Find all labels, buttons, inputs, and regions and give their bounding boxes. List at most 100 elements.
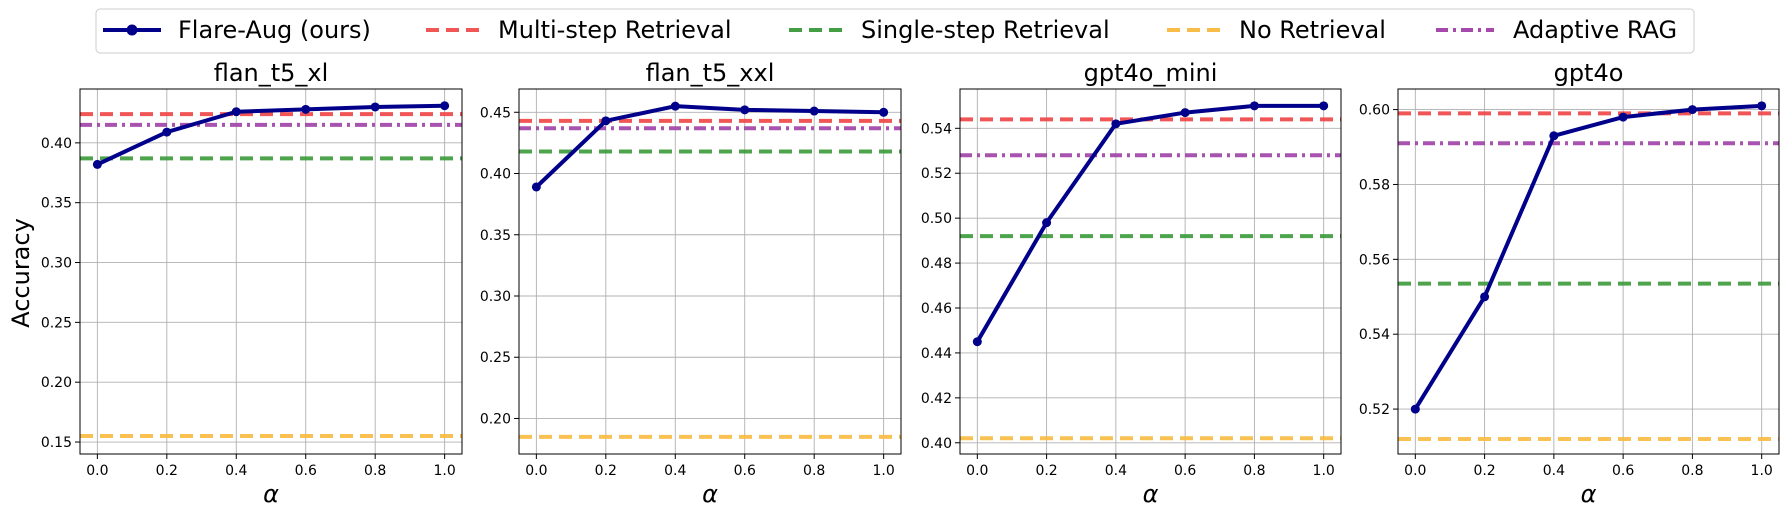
y-tick-label: 0.45: [480, 105, 511, 121]
y-tick-label: 0.60: [1359, 103, 1390, 119]
x-tick-label: 0.6: [734, 463, 756, 479]
x-tick-label: 0.6: [1174, 463, 1196, 479]
data-point-flare-aug-ours: [531, 182, 541, 192]
y-tick-label: 0.44: [921, 346, 952, 362]
x-tick-label: 0.8: [364, 463, 386, 479]
x-tick-label: 0.0: [525, 463, 547, 479]
x-axis-label: α: [263, 480, 279, 508]
data-point-flare-aug-ours: [1687, 105, 1697, 115]
x-tick-label: 0.4: [664, 463, 686, 479]
legend-label-multi-step: Multi-step Retrieval: [498, 16, 732, 44]
legend-label-adaptive-rag: Adaptive RAG: [1513, 16, 1677, 44]
series-line-flare-aug-ours: [96, 103, 445, 167]
y-tick-label: 0.35: [41, 196, 72, 212]
panel-gpt4o: 0.52 0.54 0.56 0.58 0.60 0.0 0.2 0.4 0.6 0.8 1.0 gp…: [1359, 59, 1780, 508]
y-tick-label: 0.54: [1359, 327, 1390, 343]
x-tick-label: 0.6: [295, 463, 317, 479]
x-tick-label: 0.2: [156, 463, 178, 479]
x-tick-label: 0.2: [1473, 463, 1495, 479]
y-tick-label: 0.42: [921, 391, 952, 407]
y-tick-label: 0.52: [921, 166, 952, 182]
y-tick-label: 0.30: [480, 289, 511, 305]
data-point-flare-aug-ours: [972, 337, 982, 347]
y-tick-label: 0.56: [1359, 252, 1390, 268]
legend-label-no-retrieval: No Retrieval: [1239, 16, 1386, 44]
data-point-flare-aug-ours: [1319, 101, 1329, 111]
data-point-flare-aug-ours: [879, 107, 889, 117]
x-tick-label: 0.0: [1404, 463, 1426, 479]
data-point-flare-aug-ours: [301, 104, 311, 114]
data-point-flare-aug-ours: [1249, 101, 1259, 111]
y-tick-label: 0.46: [921, 301, 952, 317]
data-point-flare-aug-ours: [1757, 101, 1767, 111]
panel-gpt4o-mini: 0.40 0.42 0.44 0.46 0.48 0.50 0.52 0.54 0.0 0.2 0.…: [921, 59, 1342, 508]
y-tick-label: 0.35: [480, 228, 511, 244]
x-tick-label: 0.4: [1543, 463, 1565, 479]
plot-area: [519, 101, 901, 439]
panel-frame: [518, 88, 902, 455]
plot-area: [960, 101, 1341, 441]
y-tick-label: 0.20: [480, 411, 511, 427]
x-tick-label: 0.8: [1681, 463, 1703, 479]
series-line-flare-aug-ours: [1413, 103, 1762, 411]
data-point-flare-aug-ours: [809, 106, 819, 116]
panel-frame: [79, 88, 463, 455]
data-point-flare-aug-ours: [1042, 218, 1052, 228]
y-tick-label: 0.40: [480, 167, 511, 183]
y-tick-label: 0.40: [41, 136, 72, 152]
data-point-flare-aug-ours: [231, 107, 241, 117]
x-tick-label: 0.4: [225, 463, 247, 479]
data-point-flare-aug-ours: [92, 159, 102, 169]
panel-flan-t5-xl: 0.15 0.20 0.25 0.30 0.35 0.40 0.0 0.2 0.4 0.6 0.8 1…: [41, 59, 463, 508]
panel-title: flan_t5_xxl: [646, 59, 775, 87]
x-axis-label: α: [1581, 480, 1597, 508]
series-line-flare-aug-ours: [534, 104, 884, 189]
data-point-flare-aug-ours: [1111, 119, 1121, 129]
y-tick-label: 0.15: [41, 435, 72, 451]
data-point-flare-aug-ours: [440, 101, 450, 111]
x-tick-label: 1.0: [873, 463, 895, 479]
panel-frame: [959, 88, 1342, 455]
x-tick-label: 0.2: [595, 463, 617, 479]
data-point-flare-aug-ours: [370, 102, 380, 112]
y-tick-label: 0.30: [41, 256, 72, 272]
x-tick-label: 1.0: [434, 463, 456, 479]
data-point-flare-aug-ours: [1410, 404, 1420, 414]
y-tick-label: 0.48: [921, 256, 952, 272]
y-tick-label: 0.58: [1359, 177, 1390, 193]
data-point-flare-aug-ours: [740, 105, 750, 115]
x-tick-label: 0.0: [966, 463, 988, 479]
panel-title: gpt4o_mini: [1084, 59, 1218, 87]
x-tick-label: 0.6: [1612, 463, 1634, 479]
x-axis-label: α: [702, 480, 718, 508]
plot-area: [1398, 101, 1779, 442]
panel-title: flan_t5_xl: [214, 59, 329, 87]
y-tick-label: 0.52: [1359, 402, 1390, 418]
x-tick-label: 0.8: [1243, 463, 1265, 479]
x-tick-label: 0.2: [1035, 463, 1057, 479]
legend-marker-flare-aug: [126, 24, 138, 36]
y-tick-label: 0.50: [921, 211, 952, 227]
y-tick-label: 0.40: [921, 436, 952, 452]
x-tick-label: 0.4: [1105, 463, 1127, 479]
series-line-flare-aug-ours: [975, 103, 1324, 343]
x-tick-label: 1.0: [1313, 463, 1335, 479]
data-point-flare-aug-ours: [1180, 108, 1190, 118]
legend-label-flare-aug: Flare-Aug (ours): [178, 16, 371, 44]
x-tick-label: 0.8: [803, 463, 825, 479]
y-tick-label: 0.25: [480, 350, 511, 366]
data-point-flare-aug-ours: [162, 127, 172, 137]
y-tick-label: 0.54: [921, 121, 952, 137]
plot-area: [80, 101, 462, 439]
legend: Flare-Aug (ours) Multi-step Retrieval Si…: [95, 8, 1695, 54]
data-point-flare-aug-ours: [1549, 131, 1559, 141]
legend-frame: [95, 8, 1695, 54]
x-axis-label: α: [1143, 480, 1159, 508]
data-point-flare-aug-ours: [601, 116, 611, 126]
data-point-flare-aug-ours: [670, 101, 680, 111]
legend-label-single-step: Single-step Retrieval: [861, 16, 1110, 44]
x-tick-label: 1.0: [1751, 463, 1773, 479]
panel-frame: [1397, 88, 1780, 455]
panel-flan-t5-xxl: 0.20 0.25 0.30 0.35 0.40 0.45 0.0 0.2 0.4 0.6 0.8 1…: [480, 59, 902, 508]
